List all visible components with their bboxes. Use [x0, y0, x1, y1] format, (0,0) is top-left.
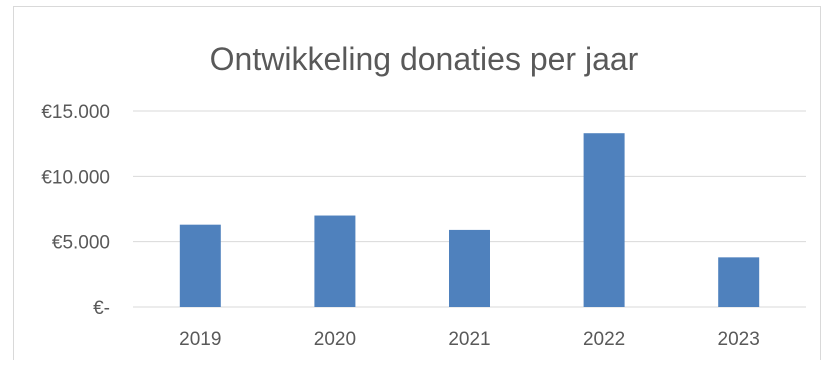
bar-2023	[718, 257, 760, 307]
bars	[179, 133, 760, 307]
y-axis-ticks: €- €5.000 €10.000 €15.000	[41, 102, 110, 319]
chart-frame	[13, 6, 821, 360]
bar-2022	[583, 133, 625, 307]
chart-title: Ontwikkeling donaties per jaar	[210, 41, 639, 77]
y-tick-label: €5.000	[52, 233, 110, 254]
x-axis-ticks: 2019 2020 2021 2022 2023	[179, 329, 760, 350]
x-tick-label: 2020	[314, 329, 356, 350]
y-tick-label: €10.000	[41, 167, 110, 188]
bar-2020	[314, 215, 356, 307]
x-tick-label: 2019	[179, 329, 221, 350]
y-tick-label: €15.000	[41, 102, 110, 123]
bar-2021	[449, 229, 490, 307]
x-tick-label: 2021	[448, 329, 490, 350]
x-tick-label: 2022	[583, 329, 625, 350]
bar-2019	[179, 224, 221, 307]
x-tick-label: 2023	[718, 329, 760, 350]
y-tick-label: €-	[93, 298, 110, 319]
